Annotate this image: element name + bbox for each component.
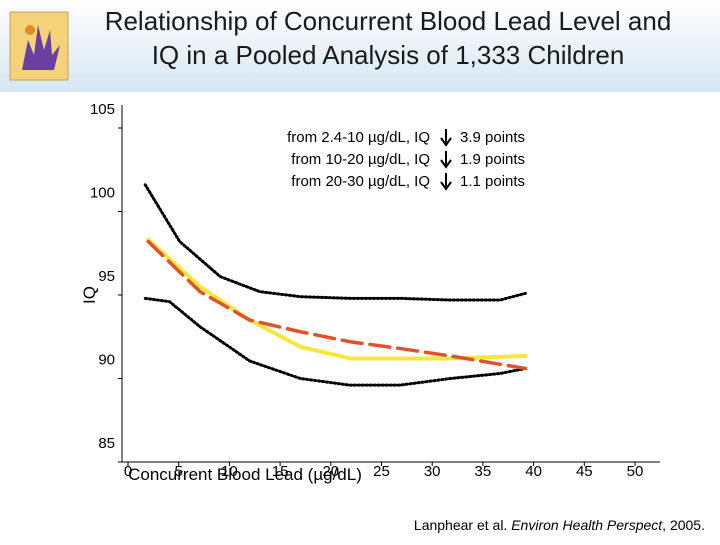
x-tick-label: 45 <box>576 463 593 480</box>
chart-title: IQ in a Pooled Analysis of 1,333 Childre… <box>152 40 625 70</box>
x-tick-label: 30 <box>424 463 441 480</box>
series-line <box>143 183 527 302</box>
citation-year: , 2005. <box>662 517 705 533</box>
logo <box>9 11 69 81</box>
series-line <box>146 237 528 361</box>
annotation-text: from 10-20 µg/dL, IQ <box>291 151 430 168</box>
citation-journal: Environ Health Perspect <box>511 517 663 533</box>
down-arrow <box>440 151 452 169</box>
header-band <box>0 0 720 92</box>
y-axis-label: IQ <box>80 286 99 304</box>
x-tick-label: 0 <box>124 463 132 480</box>
series-line <box>146 239 528 371</box>
x-tick-label: 10 <box>221 463 238 480</box>
annotation-text: from 2.4-10 µg/dL, IQ <box>287 129 430 146</box>
plot: 85 90 95 100 105 0 5 10 15 20 25 30 35 40 45 50 from 2.4… <box>90 101 660 480</box>
y-tick-label: 90 <box>98 351 115 368</box>
y-tick-label: 95 <box>98 268 115 285</box>
y-tick-label: 105 <box>90 101 115 118</box>
down-arrow <box>440 129 452 147</box>
y-tick-label: 85 <box>98 435 115 452</box>
x-tick-label: 15 <box>272 463 289 480</box>
series-line <box>143 296 527 387</box>
down-arrow <box>440 173 452 191</box>
x-tick-label: 50 <box>627 463 644 480</box>
x-tick-label: 5 <box>175 463 183 480</box>
citation: Lanphear et al. Environ Health Perspect,… <box>414 517 705 533</box>
annotation-change: 3.9 points <box>460 129 525 146</box>
x-axis-label: Concurrent Blood Lead (µg/dL) <box>128 465 362 484</box>
y-tick-label: 100 <box>90 184 115 201</box>
citation-authors: Lanphear et al. <box>414 517 511 533</box>
x-tick-label: 20 <box>322 463 339 480</box>
x-tick-label: 25 <box>373 463 390 480</box>
annotation-change: 1.9 points <box>460 151 525 168</box>
x-tick-label: 35 <box>475 463 492 480</box>
annotation-text: from 20-30 µg/dL, IQ <box>291 173 430 190</box>
chart-title: Relationship of Concurrent Blood Lead Le… <box>105 6 672 36</box>
annotation-change: 1.1 points <box>460 173 525 190</box>
x-tick-label: 40 <box>525 463 542 480</box>
